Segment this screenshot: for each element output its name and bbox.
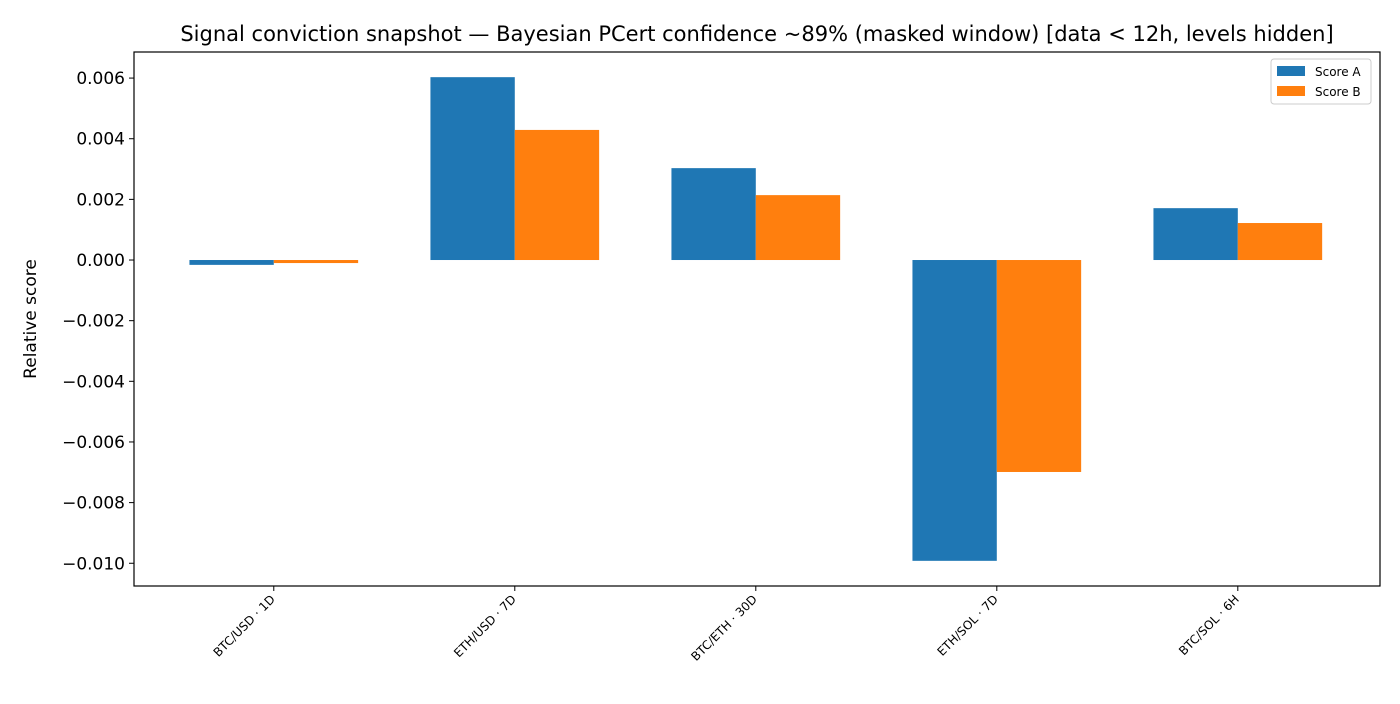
bar-score-b <box>1237 223 1323 261</box>
y-tick-label: −0.008 <box>62 494 125 514</box>
bar-score-b <box>514 129 600 261</box>
bar-score-a <box>430 77 515 261</box>
legend-swatch <box>1277 66 1305 76</box>
y-tick-label: 0.006 <box>76 69 125 89</box>
y-tick-label: 0.000 <box>76 251 125 271</box>
bar-score-a <box>912 260 997 561</box>
y-tick-label: 0.004 <box>76 130 125 150</box>
x-tick-label: ETH/SOL · 7D <box>934 592 1001 659</box>
y-tick-label: −0.004 <box>62 372 125 392</box>
bar-score-a <box>671 168 756 261</box>
y-tick-label: −0.010 <box>62 554 125 574</box>
y-axis-label: Relative score <box>21 259 41 379</box>
bar-score-b <box>996 260 1082 472</box>
chart-title: Signal conviction snapshot — Bayesian PC… <box>180 22 1333 46</box>
y-tick-label: −0.002 <box>62 312 125 332</box>
legend-label: Score A <box>1315 65 1361 79</box>
y-tick-label: −0.006 <box>62 433 125 453</box>
bar-score-a <box>1153 208 1238 261</box>
legend-label: Score B <box>1315 85 1361 99</box>
legend: Score A Score B <box>1270 58 1372 105</box>
plot-frame <box>133 51 1381 587</box>
x-tick-label: BTC/SOL · 6H <box>1176 592 1242 658</box>
x-tick-label: BTC/USD · 1D <box>211 592 278 659</box>
legend-swatch <box>1277 86 1305 96</box>
x-tick-label: BTC/ETH · 30D <box>688 592 760 664</box>
bar-score-b <box>273 260 359 264</box>
x-tick-label: ETH/USD · 7D <box>451 592 519 660</box>
bar-score-b <box>755 195 841 261</box>
y-tick-label: 0.002 <box>76 190 125 210</box>
bar-score-a <box>189 260 274 265</box>
